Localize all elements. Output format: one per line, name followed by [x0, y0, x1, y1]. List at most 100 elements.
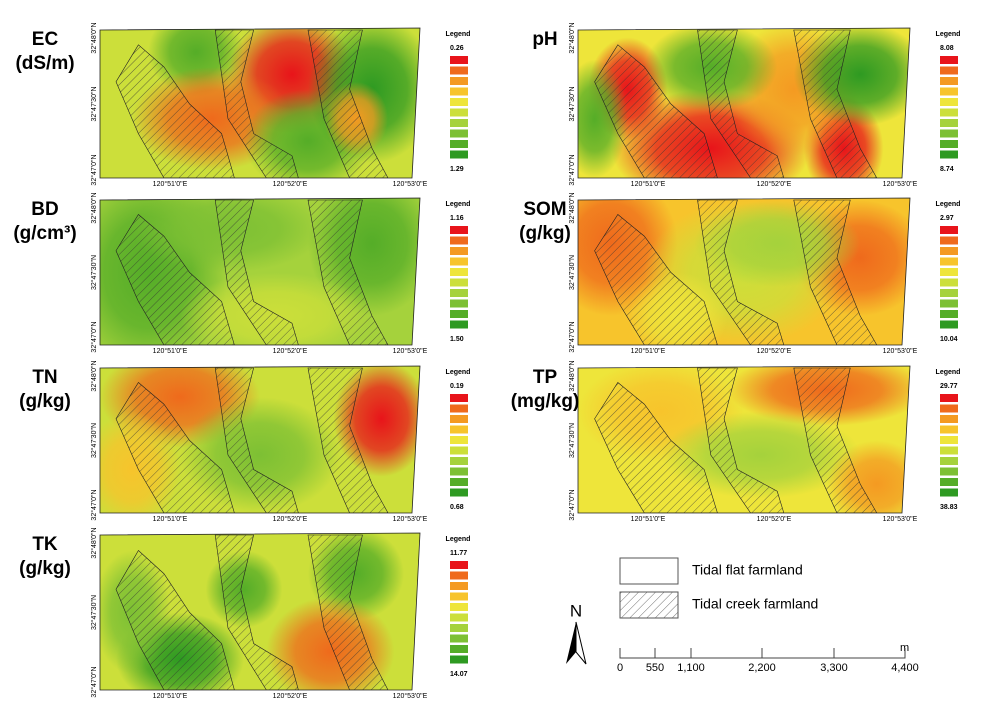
legend-title: Legend — [936, 201, 961, 208]
legend-swatch — [450, 467, 468, 476]
lat-label: 32°47'0"N — [90, 489, 98, 520]
lon-label: 120°51'0"E — [153, 347, 188, 355]
legend-swatch — [450, 634, 468, 643]
panel-name: pH — [532, 29, 557, 50]
legend-swatch — [940, 268, 958, 276]
scale-label: 3,300 — [820, 662, 848, 674]
map-frame — [577, 197, 911, 346]
creek-area — [307, 29, 389, 178]
legend-swatch — [450, 478, 468, 486]
creek-area — [115, 214, 235, 345]
lat-label: 32°47'30"N — [90, 595, 98, 630]
lon-label: 120°53'0"E — [883, 515, 918, 523]
panel-unit: (dS/m) — [15, 53, 74, 74]
creek-area — [115, 44, 235, 178]
legend-swatch — [940, 98, 958, 106]
legend-swatch — [450, 320, 468, 329]
legend-swatch — [450, 140, 468, 148]
legend-bottom: 8.74 — [940, 166, 954, 173]
legend-swatch — [450, 457, 468, 465]
legend-swatch — [940, 236, 958, 245]
legend-title: Legend — [446, 536, 471, 543]
scale-label: 0 — [617, 662, 623, 674]
legend-title: Legend — [446, 31, 471, 38]
legend-swatch — [940, 457, 958, 465]
map-panel — [100, 366, 420, 513]
legend-swatch — [450, 268, 468, 276]
panel-unit: (mg/kg) — [511, 391, 580, 412]
creek-area — [214, 534, 299, 690]
map-panel — [100, 28, 420, 178]
legend-swatch — [450, 561, 468, 569]
lon-label: 120°53'0"E — [393, 347, 428, 355]
lon-label: 120°51'0"E — [153, 180, 188, 188]
scale-label: 2,200 — [748, 662, 776, 674]
map-panel — [578, 28, 910, 178]
lat-label: 32°47'30"N — [568, 86, 576, 121]
lon-label: 120°52'0"E — [273, 692, 308, 700]
map-frame — [99, 27, 421, 179]
lat-label: 32°47'0"N — [90, 321, 98, 352]
lon-label: 120°53'0"E — [883, 347, 918, 355]
legend-swatch — [450, 571, 468, 580]
map-frame — [577, 365, 911, 514]
scale-label: 550 — [646, 662, 664, 674]
creek-area — [697, 29, 785, 178]
creek-area — [793, 29, 878, 178]
lon-label: 120°51'0"E — [631, 180, 666, 188]
legend-swatch — [940, 394, 958, 402]
lon-label: 120°51'0"E — [631, 347, 666, 355]
legend-swatch — [940, 467, 958, 476]
panel-name: TN — [32, 367, 57, 388]
map-frame — [577, 27, 911, 179]
north-arrow — [566, 622, 576, 664]
creek-area — [307, 367, 389, 513]
creek-area — [594, 382, 718, 513]
lat-label: 32°48'0"N — [568, 22, 576, 53]
legend-swatch — [450, 119, 468, 127]
legend-top: 0.26 — [450, 45, 464, 52]
legend-swatch — [940, 66, 958, 75]
legend-swatch — [450, 488, 468, 497]
lon-label: 120°53'0"E — [393, 692, 428, 700]
legend-swatch — [940, 226, 958, 234]
scale-label: 4,400 — [891, 662, 919, 674]
lon-label: 120°51'0"E — [153, 515, 188, 523]
creek-area — [793, 367, 878, 513]
legend-swatch — [450, 226, 468, 234]
legend-swatch — [940, 108, 958, 117]
legend-swatch — [450, 613, 468, 622]
legend-top: 11.77 — [450, 550, 467, 557]
legend-swatch — [450, 446, 468, 455]
legend-top: 0.19 — [450, 383, 464, 390]
scale-label: 1,100 — [677, 662, 705, 674]
lat-label: 32°47'0"N — [568, 154, 576, 185]
legend-bottom: 0.68 — [450, 504, 464, 511]
legend-swatch — [940, 77, 958, 85]
panel-unit: (g/kg) — [19, 391, 71, 412]
legend-top: 1.16 — [450, 215, 464, 222]
panel-unit: (g/kg) — [19, 558, 71, 579]
key-label: Tidal flat farmland — [692, 562, 803, 578]
legend-swatch — [450, 310, 468, 318]
legend-title: Legend — [446, 201, 471, 208]
legend-title: Legend — [446, 369, 471, 376]
legend-bottom: 38.83 — [940, 504, 958, 511]
legend-swatch — [940, 140, 958, 148]
lat-label: 32°48'0"N — [90, 22, 98, 53]
map-frame — [99, 197, 421, 346]
lat-label: 32°47'30"N — [568, 423, 576, 458]
lat-label: 32°47'0"N — [90, 154, 98, 185]
legend-swatch — [940, 257, 958, 266]
legend-swatch — [450, 655, 468, 664]
creek-area — [307, 534, 389, 690]
legend-swatch — [940, 289, 958, 297]
lon-label: 120°51'0"E — [631, 515, 666, 523]
lat-label: 32°47'30"N — [90, 423, 98, 458]
legend-bottom: 14.07 — [450, 671, 468, 678]
map-panel — [100, 533, 420, 690]
legend-swatch — [450, 425, 468, 434]
legend-top: 29.77 — [940, 383, 958, 390]
lon-label: 120°52'0"E — [273, 180, 308, 188]
panel-name: SOM — [523, 199, 566, 220]
